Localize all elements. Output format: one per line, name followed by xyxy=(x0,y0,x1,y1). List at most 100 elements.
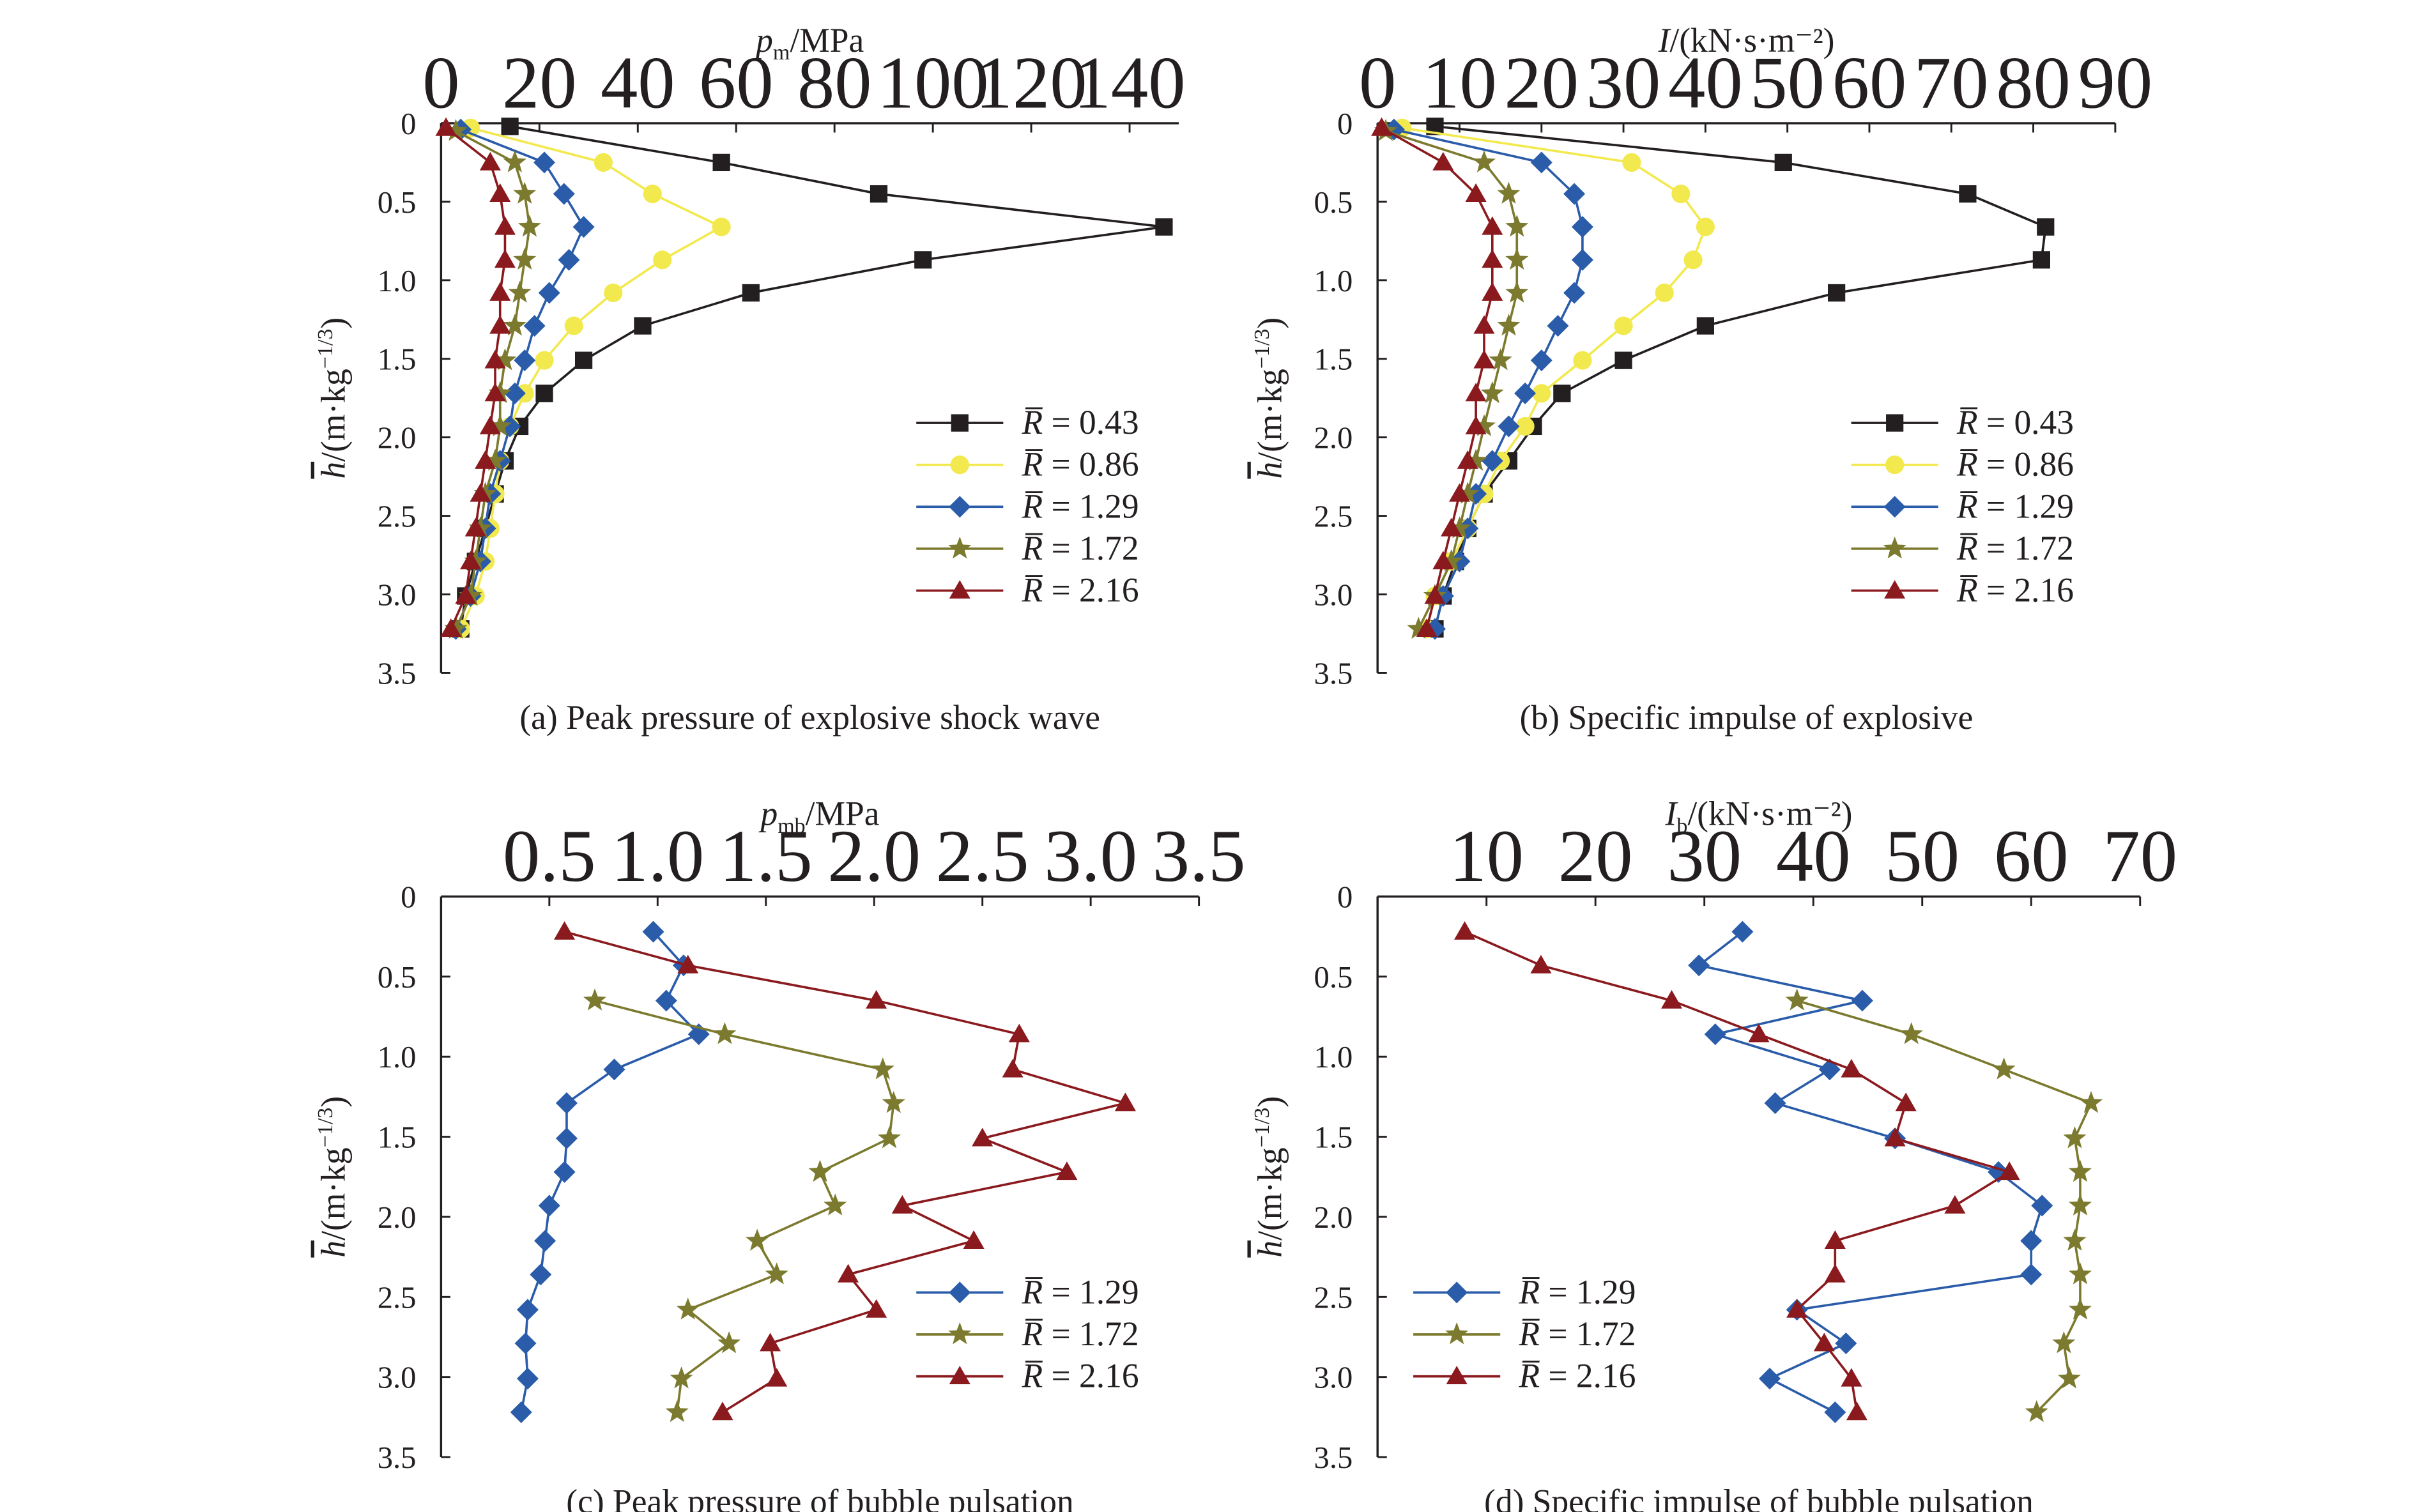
data-point xyxy=(488,414,512,436)
data-point xyxy=(760,1333,781,1352)
data-point xyxy=(2031,1195,2053,1217)
x-tick-label: 80 xyxy=(797,42,872,125)
data-point xyxy=(712,153,730,172)
y-tick-label: 2.0 xyxy=(378,1200,417,1235)
x-tick-label: 40 xyxy=(601,42,675,125)
data-point xyxy=(1828,284,1846,302)
data-point xyxy=(1688,954,1710,977)
data-point xyxy=(594,153,613,172)
data-point xyxy=(1992,1057,2016,1080)
y-tick-label: 2.5 xyxy=(1314,500,1353,534)
legend-label: R̅ = 2.16 xyxy=(1022,571,1139,609)
x-axis-title: pmb/MPa xyxy=(758,795,879,838)
data-point xyxy=(1835,1333,1857,1355)
y-tick-label: 3.5 xyxy=(1314,656,1353,691)
x-tick-label: 1.5 xyxy=(719,815,813,897)
legend-label: R̅ = 1.72 xyxy=(1022,529,1139,567)
data-point xyxy=(1758,1368,1781,1390)
data-point xyxy=(1846,1401,1867,1421)
data-point xyxy=(1764,1092,1786,1114)
data-point xyxy=(503,150,526,172)
legend-marker xyxy=(951,414,969,432)
x-tick-label: 60 xyxy=(699,42,774,125)
data-point xyxy=(1824,1264,1846,1283)
data-point xyxy=(455,585,477,604)
legend-label: R̅ = 1.29 xyxy=(1956,487,2074,525)
y-tick-label: 0 xyxy=(1337,107,1353,141)
data-point xyxy=(530,1264,552,1286)
y-tick-label: 0.5 xyxy=(378,185,417,220)
data-point xyxy=(516,1299,539,1321)
data-point xyxy=(1571,248,1593,271)
data-point xyxy=(1563,282,1586,304)
data-point xyxy=(2068,1159,2092,1182)
data-point xyxy=(1571,216,1593,238)
x-tick-label: 80 xyxy=(1996,42,2071,125)
data-point xyxy=(501,118,519,135)
x-axis-title: pm/MPa xyxy=(753,21,864,65)
panel-caption: (a) Peak pressure of explosive shock wav… xyxy=(519,698,1100,737)
data-point xyxy=(572,216,595,238)
data-point xyxy=(1774,153,1792,172)
y-tick-label: 0 xyxy=(401,880,416,915)
x-tick-label: 120 xyxy=(976,42,1087,125)
y-axis-title: h/(m·kg−1/3) xyxy=(314,1096,352,1258)
data-point xyxy=(1448,516,1471,538)
data-point xyxy=(479,415,501,434)
data-point xyxy=(503,314,526,336)
data-point xyxy=(1704,1023,1726,1046)
data-point xyxy=(440,618,462,638)
data-point xyxy=(1731,920,1754,943)
data-point xyxy=(1480,381,1504,404)
legend-marker xyxy=(1445,1322,1469,1345)
y-tick-label: 1.5 xyxy=(378,1120,417,1155)
data-point xyxy=(538,282,560,304)
legend-label: R̅ = 1.29 xyxy=(1022,1272,1139,1311)
x-tick-label: 50 xyxy=(1750,42,1825,125)
legend-label: R̅ = 1.29 xyxy=(1022,487,1139,525)
y-tick-label: 2.0 xyxy=(1314,1200,1353,1235)
data-point xyxy=(1472,414,1496,436)
data-point xyxy=(766,1368,788,1387)
data-point xyxy=(1614,351,1632,369)
data-point xyxy=(508,280,532,303)
data-point xyxy=(1573,351,1592,370)
x-tick-label: 40 xyxy=(1668,42,1743,125)
data-point xyxy=(2057,1366,2081,1389)
data-point xyxy=(479,151,501,171)
x-tick-label: 20 xyxy=(502,42,577,125)
data-point xyxy=(564,316,583,335)
data-point xyxy=(1884,1127,1906,1147)
y-tick-label: 2.5 xyxy=(378,500,417,534)
data-point xyxy=(643,184,662,204)
y-tick-label: 3.0 xyxy=(378,1361,417,1395)
data-point xyxy=(1454,921,1476,940)
data-point xyxy=(503,382,526,404)
x-tick-label: 140 xyxy=(1074,42,1186,125)
legend-label: R̅ = 1.72 xyxy=(1956,529,2074,567)
data-point xyxy=(494,216,516,235)
data-point xyxy=(553,183,575,205)
data-point xyxy=(1441,517,1462,537)
data-point xyxy=(475,450,496,469)
data-point xyxy=(1439,549,1463,572)
data-point xyxy=(1465,183,1487,202)
x-tick-label: 70 xyxy=(1914,42,1989,125)
data-point xyxy=(1481,450,1503,472)
data-point xyxy=(1899,1022,1923,1044)
legend-marker xyxy=(948,537,972,559)
legend-label: R̅ = 0.43 xyxy=(1956,403,2074,441)
data-point xyxy=(1505,215,1529,237)
legend-marker xyxy=(949,496,971,518)
y-tick-label: 1.5 xyxy=(1314,1120,1353,1155)
y-tick-label: 3.5 xyxy=(1314,1440,1353,1475)
x-tick-label: 0.5 xyxy=(503,815,596,897)
legend-marker xyxy=(1883,496,1906,518)
data-point xyxy=(677,954,699,974)
data-point xyxy=(1515,416,1535,436)
legend-marker xyxy=(949,1281,971,1304)
x-axis-title: Ib/(kN·s·m⁻²) xyxy=(1665,795,1853,838)
data-point xyxy=(891,1195,913,1214)
y-tick-label: 0 xyxy=(401,107,416,141)
